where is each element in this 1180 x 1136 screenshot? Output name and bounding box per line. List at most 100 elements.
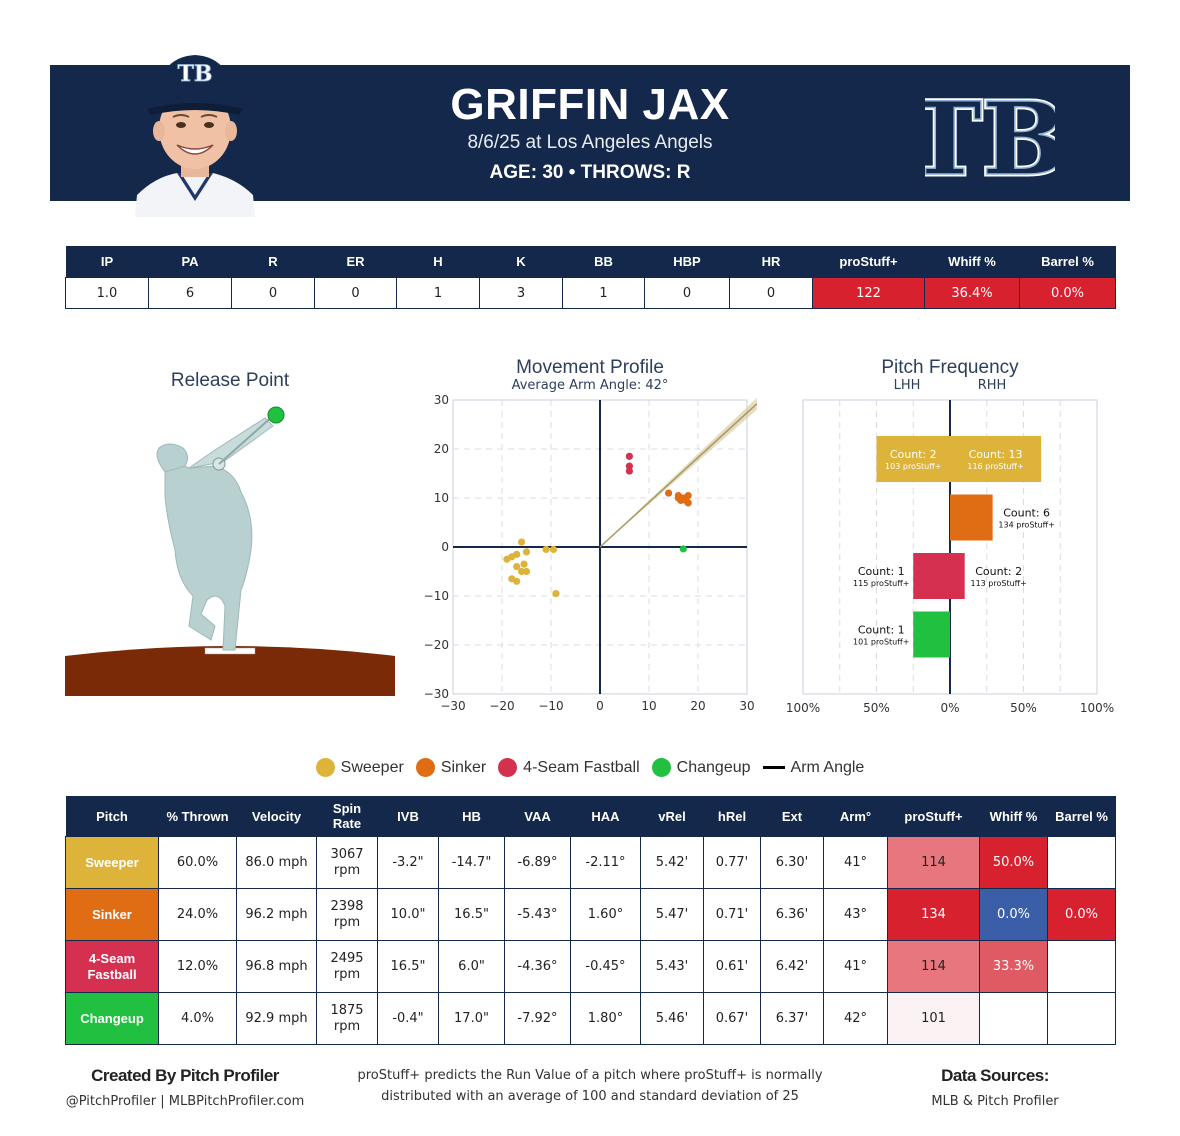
pitch-value-cell: 10.0": [377, 888, 439, 941]
legend-label: Sweeper: [340, 758, 404, 776]
x-tick-label: 0: [596, 699, 604, 713]
x-tick-label: −20: [489, 699, 514, 713]
chart-legend: Sweeper Sinker 4-Seam Fastball Changeup Arm …: [0, 758, 1180, 777]
legend-label: Sinker: [440, 758, 487, 776]
legend-dot-swatch: [651, 758, 671, 777]
pitch-point: [679, 545, 687, 553]
pitch-value-cell: [979, 992, 1048, 1045]
pitch-value-cell: 6.30': [760, 836, 824, 889]
pitch-name-cell: Sinker: [65, 888, 159, 941]
pitch-row: Sinker 24.0% 96.2 mph 2398 rpm 10.0" 16.5" -5.4…: [65, 888, 1116, 941]
pitch-value-cell: 1875 rpm: [316, 992, 378, 1045]
rhh-bar: [950, 494, 993, 541]
arm-angle-band: [600, 397, 757, 547]
pitch-header-cell: hRel: [703, 796, 761, 837]
arm-angle-line: [599, 403, 758, 548]
legend-item: Changeup: [651, 758, 751, 777]
pitch-value-cell: -6.89°: [504, 836, 571, 889]
pitch-value-cell: [1047, 940, 1116, 993]
pitch-value-cell: -0.45°: [570, 940, 641, 993]
footer-note-line1: proStuff+ predicts the Run Value of a pi…: [357, 1068, 823, 1083]
lhh-count-label: Count: 1: [858, 624, 905, 637]
x-tick-label: −10: [538, 699, 563, 713]
pitch-point: [513, 577, 521, 585]
pitch-value-cell: -4.36°: [504, 940, 571, 993]
pitch-point: [684, 491, 692, 500]
pitch-value-cell: 92.9 mph: [236, 992, 317, 1045]
pitch-value-cell: 42°: [823, 992, 888, 1045]
stat-header-cell: H: [396, 246, 480, 278]
stat-value-cell: 3: [479, 277, 563, 309]
legend-dot-swatch: [415, 758, 435, 777]
team-logo-outline: TB: [925, 80, 1055, 189]
x-tick-label: −30: [440, 699, 465, 713]
pitch-value-cell: 2495 rpm: [316, 940, 378, 993]
pitch-value-cell: 114: [887, 836, 980, 889]
footer-handle: @PitchProfiler | MLBPitchProfiler.com: [65, 1094, 305, 1109]
pitch-point: [518, 538, 526, 546]
y-tick-label: 10: [434, 491, 449, 505]
pitcher-silhouette: [156, 417, 274, 651]
lhh-count-label: Count: 2: [890, 448, 937, 461]
x-tick-label: 30: [739, 699, 754, 713]
stat-header-cell: IP: [65, 246, 149, 278]
lhh-bar: [876, 436, 950, 482]
stat-header-cell: HR: [729, 246, 813, 278]
pitch-point: [513, 563, 521, 571]
lhh-stuff-label: 103 proStuff+: [885, 462, 941, 471]
x-tick-label: 50%: [863, 701, 890, 715]
stat-header-cell: Barrel %: [1019, 246, 1116, 278]
pitch-name-cell: Sweeper: [65, 836, 159, 889]
player-headshot: TB: [135, 55, 255, 217]
pitch-value-cell: 5.42': [640, 836, 704, 889]
pitch-value-cell: 4.0%: [158, 992, 237, 1045]
legend-label: Changeup: [676, 758, 751, 776]
pitch-point: [549, 545, 558, 554]
pitch-value-cell: [1047, 992, 1116, 1045]
x-tick-label: 10: [641, 699, 656, 713]
legend-label: Arm Angle: [790, 758, 865, 776]
player-bio: AGE: 30 • THROWS: R: [489, 162, 691, 183]
y-tick-label: −30: [424, 687, 449, 701]
pitch-header-cell: % Thrown: [158, 796, 237, 837]
legend-dot-swatch: [315, 758, 335, 777]
stat-header-row: IP PA R ER H K BB HBP HR proStuff+ Whiff % Barrel %: [65, 246, 1116, 278]
stat-header-cell: ER: [314, 246, 397, 278]
pitch-header-row: Pitch% Thrown Velocity Spin Rate IVB HB VAA HAA…: [65, 796, 1116, 837]
lhh-count-label: Count: 1: [858, 565, 905, 578]
lhh-bar: [913, 611, 950, 658]
arm-line: [218, 413, 276, 465]
legend-item: 4-Seam Fastball: [498, 758, 640, 777]
pitch-value-cell: 96.8 mph: [236, 940, 317, 993]
lhh-stuff-label: 115 proStuff+: [853, 579, 909, 588]
stat-value-cell: 0: [231, 277, 315, 309]
legend-dot-swatch: [498, 758, 518, 777]
pitchers-mound: [65, 646, 395, 696]
pitch-header-cell: VAA: [504, 796, 571, 837]
pitch-value-cell: 12.0%: [158, 940, 237, 993]
pitch-header-cell: HB: [438, 796, 505, 837]
pitch-header-cell: Barrel %: [1047, 796, 1116, 837]
pitch-value-cell: 0.61': [703, 940, 761, 993]
legend-item: Sinker: [415, 758, 487, 777]
pitch-value-cell: 33.3%: [979, 940, 1048, 993]
stat-value-cell: 1: [396, 277, 480, 309]
release-point-title: Release Point: [170, 370, 290, 391]
legend-label: 4-Seam Fastball: [523, 758, 640, 776]
footer-sources: MLB & Pitch Profiler: [931, 1094, 1059, 1109]
pitch-value-cell: 0.0%: [1047, 888, 1116, 941]
footer-sources-title: Data Sources:: [941, 1066, 1049, 1085]
stat-value-row: 1.0 6 0 0 1 3 1 0 0 122 36.4% 0.0%: [65, 277, 1116, 309]
pitch-value-cell: 134: [887, 888, 980, 941]
stat-value-cell: 0: [314, 277, 397, 309]
rhh-count-label: Count: 6: [1003, 507, 1050, 520]
pitch-value-cell: 16.5": [438, 888, 505, 941]
y-tick-label: −20: [424, 638, 449, 652]
pitch-value-cell: -0.4": [377, 992, 439, 1045]
pitch-header-cell: HAA: [570, 796, 641, 837]
legend-item: Sweeper: [315, 758, 404, 777]
stat-header-cell: Whiff %: [924, 246, 1020, 278]
pitch-value-cell: -2.11°: [570, 836, 641, 889]
stat-header-cell: R: [231, 246, 315, 278]
pitch-value-cell: 6.36': [760, 888, 824, 941]
